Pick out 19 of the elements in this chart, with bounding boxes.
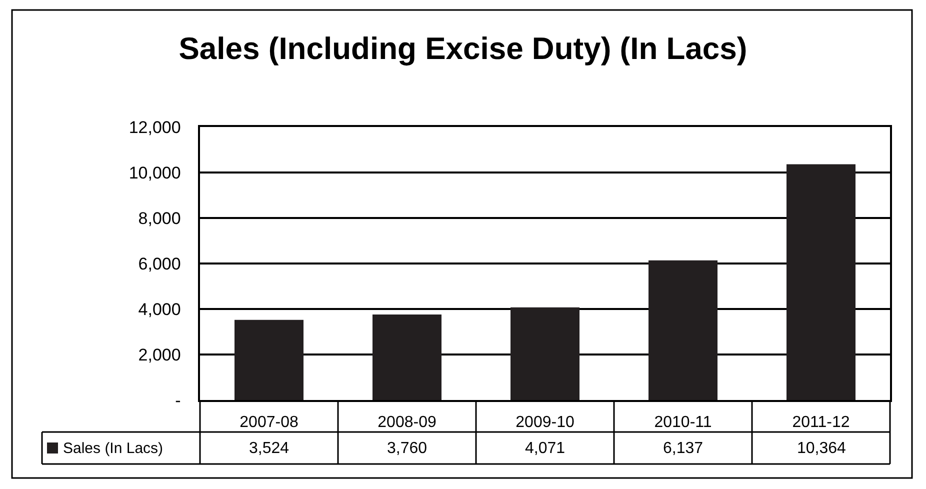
y-tick-label: 2,000	[138, 345, 181, 364]
y-tick-label: 10,000	[128, 163, 181, 182]
data-label: 3,524	[249, 440, 290, 457]
data-label: 4,071	[525, 440, 566, 457]
y-tick-label: 12,000	[128, 118, 181, 137]
x-tick-label: 2011-12	[792, 414, 850, 431]
x-tick-label: 2009-10	[516, 414, 574, 431]
x-tick-label: 2007-08	[240, 414, 298, 431]
y-tick-label: 6,000	[138, 254, 181, 274]
data-label: 10,364	[797, 440, 846, 457]
legend-label: Sales (In Lacs)	[63, 440, 164, 457]
y-tick-label: 4,000	[138, 300, 181, 319]
y-tick-label: -	[175, 390, 181, 410]
chart-title: Sales (Including Excise Duty) (In Lacs)	[178, 30, 748, 66]
data-label: 6,137	[663, 440, 704, 457]
data-label: 3,760	[387, 440, 428, 457]
y-tick-label: 8,000	[138, 208, 181, 228]
x-tick-label: 2010-11	[654, 414, 712, 431]
x-tick-label: 2008-09	[378, 414, 436, 431]
